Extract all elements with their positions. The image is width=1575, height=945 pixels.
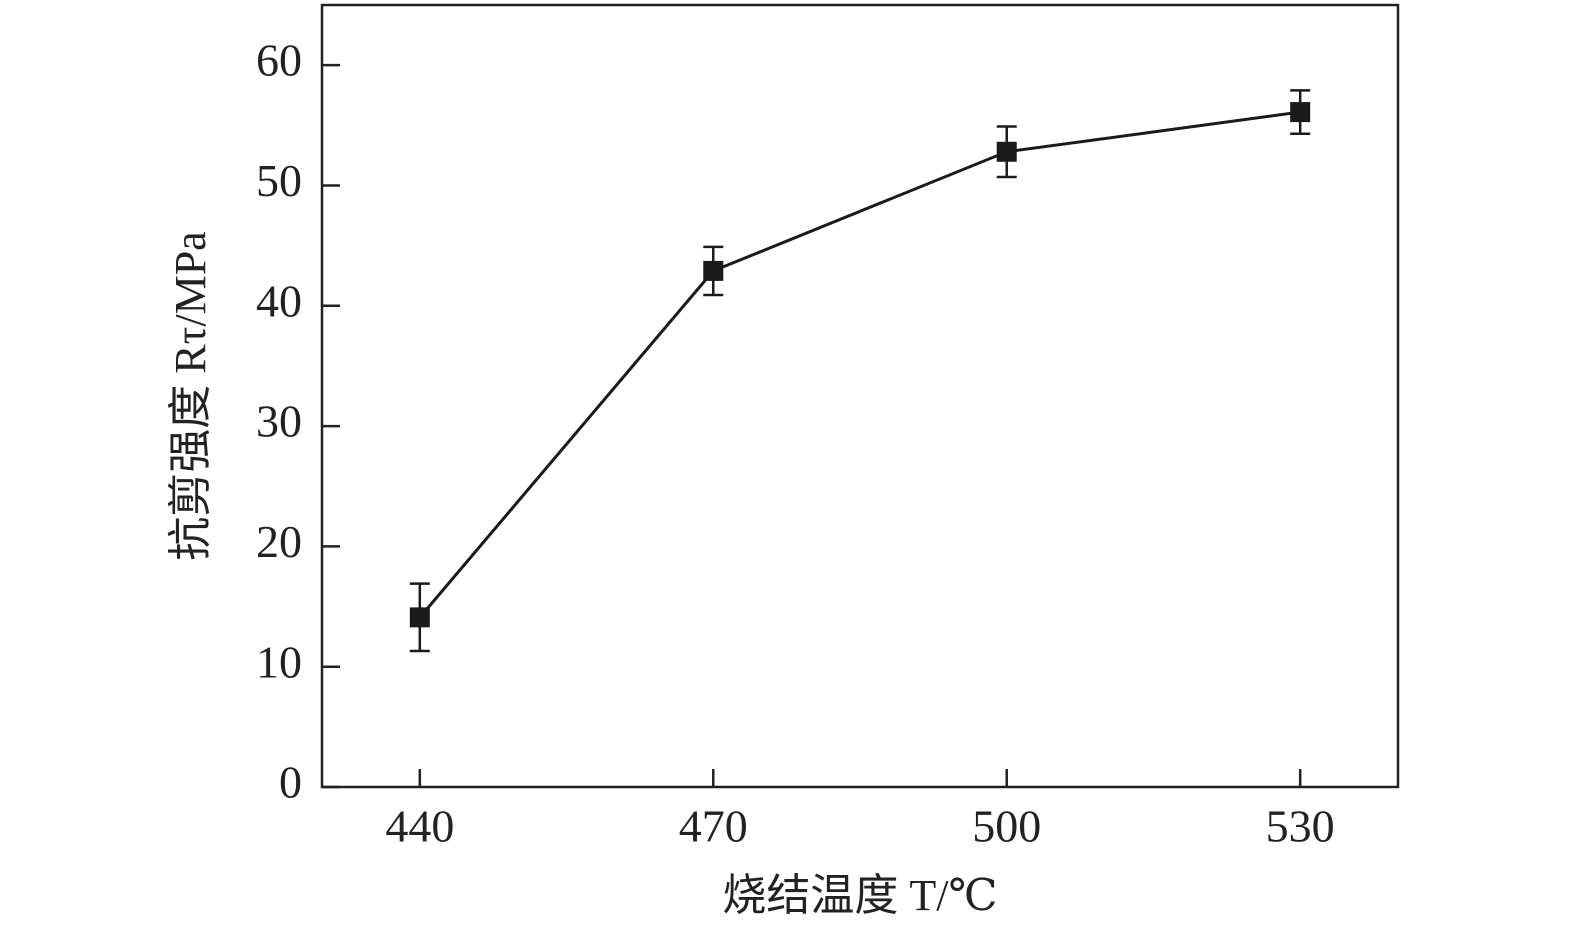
y-tick-label: 20	[256, 516, 302, 567]
y-axis-label: 抗剪强度 Rτ/MPa	[166, 231, 215, 560]
y-tick-label: 0	[279, 757, 302, 808]
data-line	[418, 110, 1301, 619]
marker	[1290, 102, 1311, 123]
y-tick-label: 60	[256, 35, 302, 86]
x-tick-label: 530	[1266, 801, 1335, 852]
y-tick-label: 10	[256, 636, 302, 687]
plot-frame	[320, 3, 1400, 789]
y-tick-label: 50	[256, 155, 302, 206]
x-tick-label: 470	[679, 801, 748, 852]
marker	[703, 260, 724, 281]
y-tick-label: 30	[256, 396, 302, 447]
x-tick-label: 440	[385, 801, 454, 852]
marker	[409, 607, 430, 628]
y-tick-label: 40	[256, 275, 302, 326]
x-axis-label: 烧结温度 T/℃	[722, 871, 997, 920]
marker	[996, 141, 1017, 162]
x-tick-label: 500	[972, 801, 1041, 852]
